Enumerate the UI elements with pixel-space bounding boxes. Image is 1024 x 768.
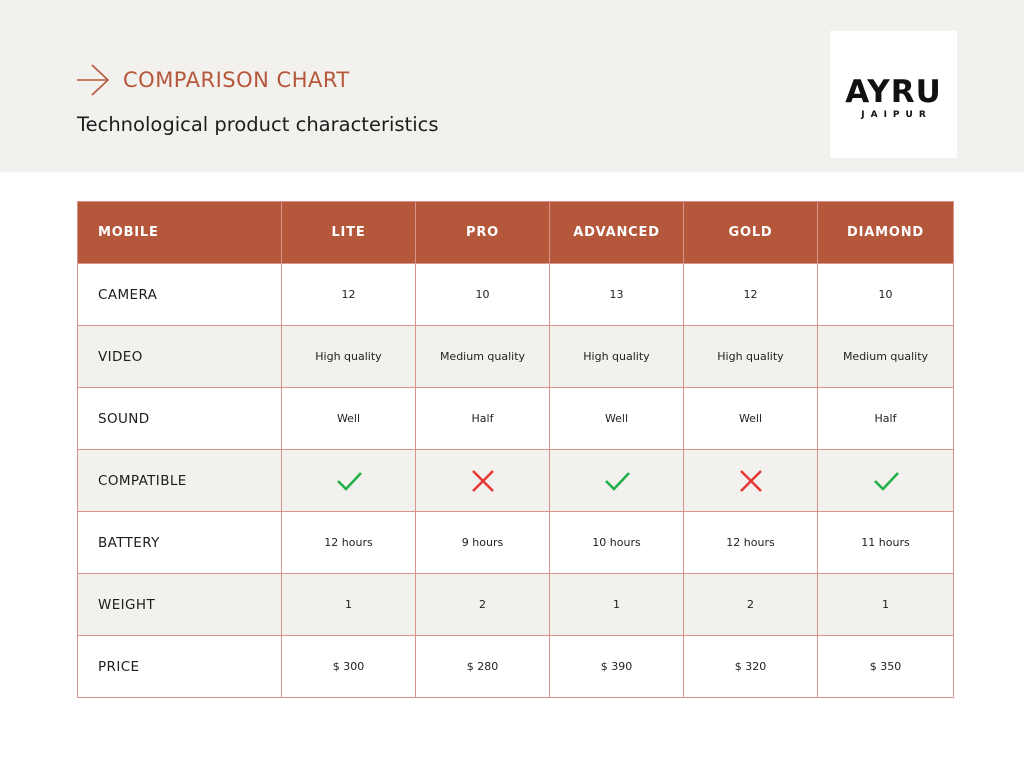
table-cell: Well bbox=[683, 387, 818, 450]
table-row: BATTERY 12 hours 9 hours 10 hours 12 hours 11… bbox=[77, 511, 954, 574]
table-cell: 1 bbox=[817, 573, 954, 636]
table-cell: 10 bbox=[415, 263, 550, 326]
header-band: COMPARISON CHART Technological product c… bbox=[0, 0, 1024, 172]
table-cell: $ 350 bbox=[817, 635, 954, 698]
table-row: SOUND Well Half Well Well Half bbox=[77, 387, 954, 450]
row-label: VIDEO bbox=[77, 325, 282, 388]
table-cell: High quality bbox=[281, 325, 416, 388]
logo-wordmark: AYRU bbox=[845, 74, 942, 110]
table-cell: 10 bbox=[817, 263, 954, 326]
table-row: PRICE $ 300 $ 280 $ 390 $ 320 $ 350 bbox=[77, 635, 954, 698]
column-header: MOBILE bbox=[77, 201, 282, 264]
comparison-table: MOBILE LITE PRO ADVANCED GOLD DIAMOND CA… bbox=[77, 201, 954, 698]
check-icon bbox=[873, 471, 899, 491]
table-cell bbox=[415, 449, 550, 512]
row-label: COMPATIBLE bbox=[77, 449, 282, 512]
table-row: VIDEO High quality Medium quality High qual… bbox=[77, 325, 954, 388]
row-label: BATTERY bbox=[77, 511, 282, 574]
table-row: COMPATIBLE bbox=[77, 449, 954, 512]
row-label: SOUND bbox=[77, 387, 282, 450]
table-cell: 1 bbox=[549, 573, 684, 636]
table-cell: $ 320 bbox=[683, 635, 818, 698]
table-row: WEIGHT 1 2 1 2 1 bbox=[77, 573, 954, 636]
check-icon bbox=[604, 471, 630, 491]
table-cell: $ 390 bbox=[549, 635, 684, 698]
column-header: PRO bbox=[415, 201, 550, 264]
eyebrow-title: COMPARISON CHART bbox=[123, 68, 350, 92]
column-header: GOLD bbox=[683, 201, 818, 264]
table-cell: Medium quality bbox=[817, 325, 954, 388]
table-cell bbox=[683, 449, 818, 512]
page-subtitle: Technological product characteristics bbox=[77, 113, 439, 136]
table-cell: 11 hours bbox=[817, 511, 954, 574]
column-header: ADVANCED bbox=[549, 201, 684, 264]
table-cell: Half bbox=[415, 387, 550, 450]
table-cell: 13 bbox=[549, 263, 684, 326]
table-cell: Well bbox=[549, 387, 684, 450]
table-cell: $ 300 bbox=[281, 635, 416, 698]
table-cell bbox=[281, 449, 416, 512]
table-cell: 12 hours bbox=[683, 511, 818, 574]
column-header: DIAMOND bbox=[817, 201, 954, 264]
table-cell: Half bbox=[817, 387, 954, 450]
table-cell: 2 bbox=[683, 573, 818, 636]
table-cell: 12 bbox=[281, 263, 416, 326]
table-cell bbox=[817, 449, 954, 512]
table-cell: High quality bbox=[683, 325, 818, 388]
check-icon bbox=[336, 471, 362, 491]
table-cell: 12 hours bbox=[281, 511, 416, 574]
table-cell: 10 hours bbox=[549, 511, 684, 574]
table-row: CAMERA 12 10 13 12 10 bbox=[77, 263, 954, 326]
logo: AYRU JAIPUR bbox=[830, 31, 957, 158]
table-cell bbox=[549, 449, 684, 512]
table-cell: High quality bbox=[549, 325, 684, 388]
table-cell: 2 bbox=[415, 573, 550, 636]
cross-icon bbox=[739, 469, 762, 492]
table-cell: 1 bbox=[281, 573, 416, 636]
logo-subtext: JAIPUR bbox=[861, 110, 932, 120]
table-cell: 9 hours bbox=[415, 511, 550, 574]
table-cell: Well bbox=[281, 387, 416, 450]
table-body: CAMERA 12 10 13 12 10 VIDEO High quality Medium … bbox=[77, 263, 954, 698]
column-header: LITE bbox=[281, 201, 416, 264]
table-cell: $ 280 bbox=[415, 635, 550, 698]
cross-icon bbox=[471, 469, 494, 492]
table-cell: Medium quality bbox=[415, 325, 550, 388]
table-cell: 12 bbox=[683, 263, 818, 326]
row-label: PRICE bbox=[77, 635, 282, 698]
row-label: CAMERA bbox=[77, 263, 282, 326]
table-header-row: MOBILE LITE PRO ADVANCED GOLD DIAMOND bbox=[77, 201, 954, 264]
row-label: WEIGHT bbox=[77, 573, 282, 636]
arrow-right-icon bbox=[77, 64, 110, 96]
